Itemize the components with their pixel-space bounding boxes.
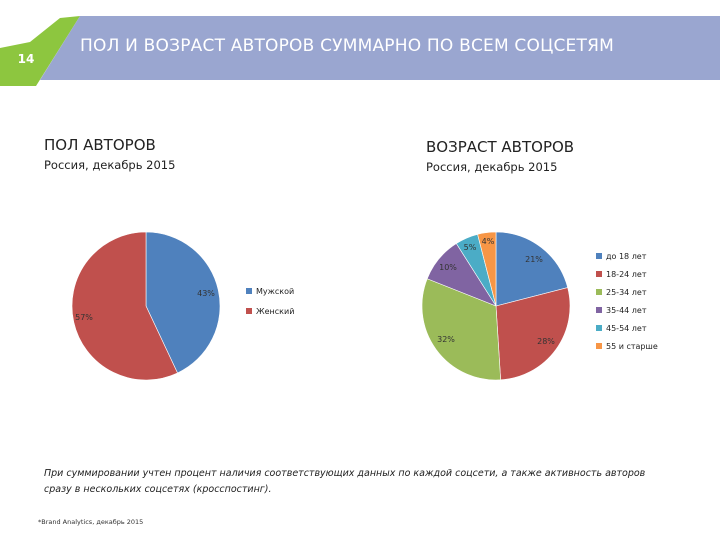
age-legend-label-5: 55 и старше: [606, 342, 658, 351]
age-slice-0: [495, 231, 569, 307]
age-slice-2: [421, 278, 501, 381]
slide-title: ПОЛ И ВОЗРАСТ АВТОРОВ СУММАРНО ПО ВСЕМ С…: [80, 36, 614, 56]
age-data-label-1: 28%: [537, 337, 555, 346]
source-note: *Brand Analytics, декабрь 2015: [38, 518, 144, 526]
age-data-label-0: 21%: [525, 255, 543, 264]
header-banner: [0, 16, 720, 86]
gender-legend-label-1: Женский: [256, 307, 294, 316]
age-legend-label-3: 35-44 лет: [606, 306, 647, 315]
gender-section-title: ПОЛ АВТОРОВ: [44, 136, 156, 154]
gender-data-label-0: 43%: [197, 289, 215, 298]
age-slice-5: [477, 231, 497, 307]
age-section-subtitle: Россия, декабрь 2015: [426, 160, 558, 174]
age-legend-swatch-1: [596, 271, 602, 277]
gender-slice-0: [145, 231, 221, 374]
age-legend-label-0: до 18 лет: [606, 252, 647, 261]
accent-shape: [0, 16, 80, 86]
age-data-label-5: 4%: [482, 237, 495, 246]
age-legend-label-1: 18-24 лет: [606, 270, 647, 279]
age-data-label-2: 32%: [437, 335, 455, 344]
gender-legend-swatch-1: [246, 308, 252, 314]
age-section-title: ВОЗРАСТ АВТОРОВ: [426, 138, 575, 156]
age-legend-swatch-3: [596, 307, 602, 313]
age-legend-swatch-5: [596, 343, 602, 349]
age-legend-label-4: 45-54 лет: [606, 324, 647, 333]
age-legend-label-2: 25-34 лет: [606, 288, 647, 297]
gender-data-label-1: 57%: [75, 313, 93, 322]
age-data-label-4: 5%: [464, 243, 477, 252]
footnote: При суммировании учтен процент наличия с…: [44, 468, 646, 495]
title-band: [40, 16, 720, 80]
gender-slice-1: [71, 231, 178, 381]
age-data-label-3: 10%: [439, 263, 457, 272]
gender-legend-label-0: Мужской: [256, 287, 294, 296]
age-legend-swatch-2: [596, 289, 602, 295]
age-legend-swatch-0: [596, 253, 602, 259]
gender-legend-swatch-0: [246, 288, 252, 294]
gender-section-subtitle: Россия, декабрь 2015: [44, 158, 176, 172]
slide-number: 14: [17, 52, 35, 66]
age-legend-swatch-4: [596, 325, 602, 331]
age-slice-1: [495, 287, 571, 381]
